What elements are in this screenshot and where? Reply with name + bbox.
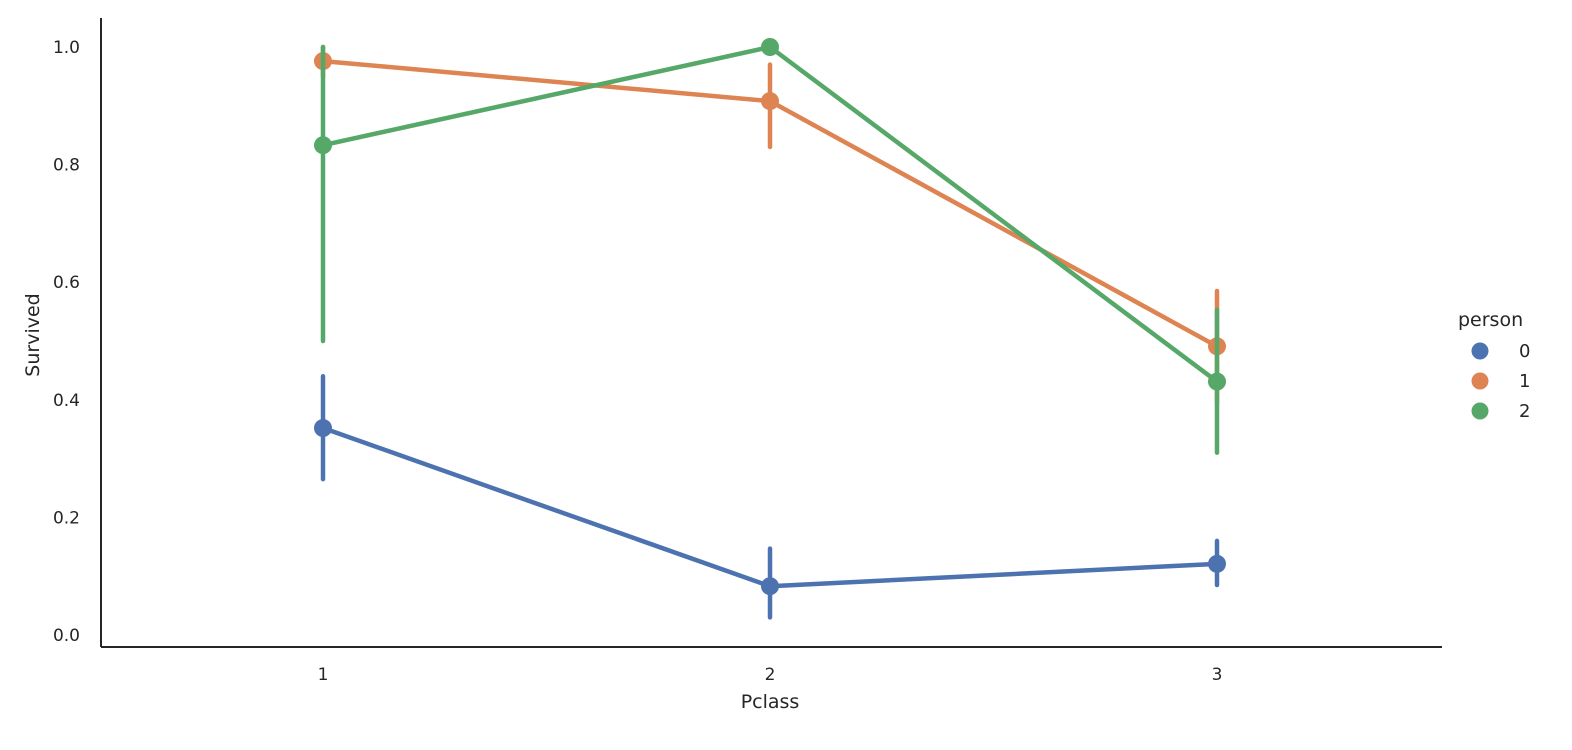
y-tick-label: 1.0 [53, 38, 80, 58]
y-tick-label: 0.6 [53, 273, 80, 293]
y-tick-labels: 0.0 0.2 0.4 0.6 0.8 1.0 [53, 38, 80, 646]
y-tick-label: 0.2 [53, 508, 80, 528]
legend-label: 2 [1519, 401, 1530, 422]
legend-item: 1 [1471, 371, 1530, 392]
series-1 [314, 44, 1226, 405]
series-2 [314, 38, 1226, 455]
data-point [1208, 372, 1226, 391]
data-point [314, 419, 332, 438]
data-point [761, 577, 779, 596]
legend-items: 0 1 2 [1471, 341, 1530, 422]
series-0 [314, 374, 1226, 620]
plot-series [314, 38, 1226, 620]
legend-label: 1 [1519, 371, 1530, 392]
data-point [761, 92, 779, 111]
data-point [761, 38, 779, 56]
y-tick-label: 0.8 [53, 156, 80, 176]
legend: person 0 1 2 [1458, 309, 1530, 422]
data-point [1208, 554, 1226, 573]
legend-item: 2 [1471, 401, 1530, 422]
x-tick-label: 1 [318, 665, 329, 685]
legend-item: 0 [1471, 341, 1530, 362]
y-tick-label: 0.4 [53, 391, 80, 411]
x-axis-label: Pclass [741, 691, 800, 713]
y-axis-label: Survived [22, 293, 44, 376]
legend-marker [1471, 372, 1489, 390]
legend-marker [1471, 342, 1489, 360]
data-point [314, 136, 332, 155]
legend-title: person [1458, 309, 1523, 331]
x-tick-labels: 1 2 3 [318, 665, 1223, 685]
y-tick-label: 0.0 [53, 626, 80, 646]
x-tick-label: 2 [765, 665, 776, 685]
axes [100, 18, 1442, 648]
legend-marker [1471, 402, 1489, 420]
x-tick-label: 3 [1212, 665, 1223, 685]
legend-label: 0 [1519, 341, 1530, 362]
